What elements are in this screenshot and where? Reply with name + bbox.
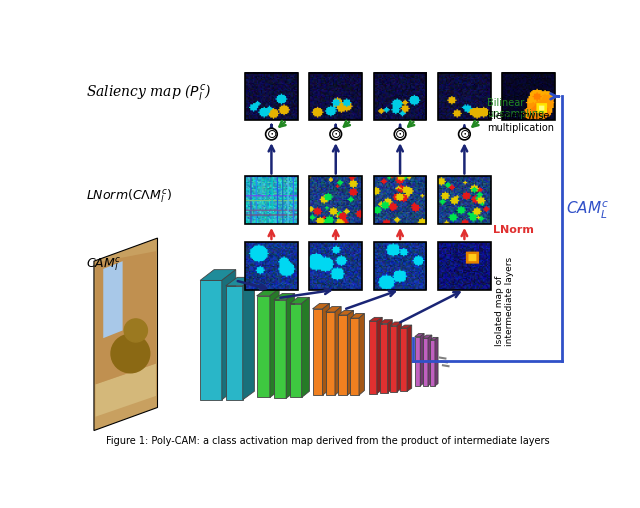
Bar (245, 176, 298, 224)
Polygon shape (397, 322, 402, 392)
Text: Elementwise
multiplication: Elementwise multiplication (487, 111, 554, 133)
Polygon shape (312, 309, 323, 395)
Circle shape (266, 129, 277, 140)
Polygon shape (274, 294, 294, 300)
Circle shape (330, 129, 342, 140)
Text: LNorm: LNorm (493, 226, 534, 235)
Polygon shape (435, 337, 438, 386)
Polygon shape (430, 337, 438, 340)
Polygon shape (351, 318, 359, 395)
Polygon shape (103, 261, 123, 338)
Polygon shape (243, 277, 254, 400)
Text: Isolated map of
intermediate layers: Isolated map of intermediate layers (495, 258, 514, 346)
Bar (309, 242, 362, 290)
Polygon shape (388, 320, 392, 393)
Text: $\odot$: $\odot$ (459, 128, 470, 141)
Polygon shape (380, 324, 388, 393)
Polygon shape (95, 251, 156, 385)
Bar (374, 73, 426, 120)
Polygon shape (415, 334, 424, 337)
Polygon shape (380, 320, 392, 324)
Polygon shape (200, 280, 222, 400)
Polygon shape (226, 277, 254, 286)
Circle shape (111, 334, 150, 373)
Bar (502, 73, 555, 120)
Polygon shape (400, 328, 407, 391)
Polygon shape (94, 238, 157, 431)
Polygon shape (415, 337, 420, 386)
Text: $\odot$: $\odot$ (330, 128, 341, 141)
Polygon shape (422, 335, 432, 338)
Bar (438, 176, 491, 224)
Polygon shape (270, 289, 279, 397)
Polygon shape (359, 313, 364, 395)
Polygon shape (377, 318, 382, 394)
Bar (245, 73, 298, 120)
Polygon shape (274, 300, 286, 398)
Text: Saliency map ($P_l^c$): Saliency map ($P_l^c$) (86, 82, 212, 102)
Polygon shape (326, 307, 341, 312)
Circle shape (459, 129, 470, 140)
Polygon shape (222, 270, 236, 400)
Polygon shape (390, 322, 402, 326)
Text: $\odot$: $\odot$ (394, 128, 406, 141)
Bar (438, 242, 491, 290)
Polygon shape (335, 307, 341, 395)
Polygon shape (257, 296, 270, 397)
Text: Figure 1: Poly-CAM: a class activation map derived from the product of intermedi: Figure 1: Poly-CAM: a class activation m… (106, 436, 550, 446)
Text: Bilinear
upsampling: Bilinear upsampling (487, 98, 544, 119)
Polygon shape (312, 303, 330, 309)
Polygon shape (290, 303, 301, 397)
Circle shape (394, 129, 406, 140)
Text: $LNorm(C\Lambda M_l^c)$: $LNorm(C\Lambda M_l^c)$ (86, 187, 172, 205)
Polygon shape (226, 286, 243, 400)
Polygon shape (257, 289, 279, 296)
Bar (438, 73, 491, 120)
Polygon shape (348, 310, 353, 395)
Polygon shape (390, 326, 397, 392)
Polygon shape (430, 340, 435, 386)
Polygon shape (369, 321, 377, 394)
Text: $CAM_L^c$: $CAM_L^c$ (566, 200, 609, 221)
Bar (309, 176, 362, 224)
Polygon shape (428, 335, 432, 386)
Polygon shape (369, 318, 382, 321)
Bar (245, 242, 298, 290)
Polygon shape (400, 325, 412, 328)
Bar (374, 242, 426, 290)
Polygon shape (422, 338, 428, 386)
Polygon shape (200, 270, 236, 280)
Polygon shape (290, 297, 309, 303)
Polygon shape (323, 303, 330, 395)
Polygon shape (286, 294, 294, 398)
Text: $\odot$: $\odot$ (266, 128, 277, 141)
Text: $CAM_l^c$: $CAM_l^c$ (86, 255, 122, 273)
Bar (374, 176, 426, 224)
Bar (309, 73, 362, 120)
Polygon shape (338, 315, 348, 395)
Polygon shape (351, 313, 364, 318)
Polygon shape (420, 334, 424, 386)
Polygon shape (338, 310, 353, 315)
Polygon shape (326, 312, 335, 395)
Polygon shape (95, 364, 156, 417)
Polygon shape (301, 297, 309, 397)
Circle shape (124, 319, 147, 342)
Polygon shape (407, 325, 412, 391)
